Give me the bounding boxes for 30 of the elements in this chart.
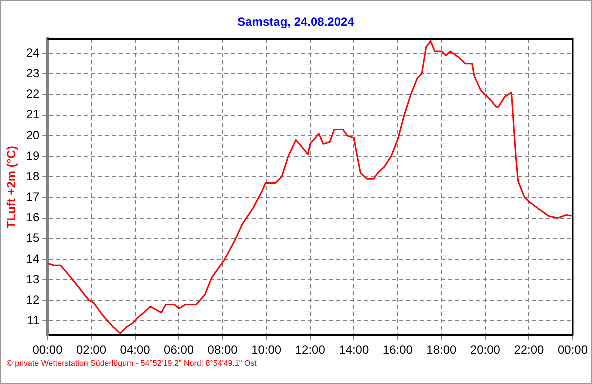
x-tick-label: 16:00 — [382, 343, 414, 358]
y-tick-label: 11 — [27, 314, 40, 328]
y-tick-label: 24 — [26, 46, 40, 60]
x-tick-label: 00:00 — [32, 343, 64, 358]
x-tick-label: 08:00 — [208, 343, 238, 358]
y-tick-label: 15 — [26, 231, 40, 246]
x-tick-label: 04:00 — [120, 343, 151, 358]
x-tick-label: 22:00 — [514, 343, 545, 358]
text: © private Wetterstation Süderlügum - 54°52'19.2" Nord; 8°54'49.1" Ost — [7, 359, 257, 368]
y-tick-label: 22 — [26, 87, 40, 102]
y-tick-label: 21 — [26, 108, 40, 122]
y-tick-label: 13 — [26, 272, 40, 286]
y-tick-label: 14 — [26, 252, 40, 266]
y-axis-title: TLuft +2m (°C) — [4, 146, 19, 229]
x-tick-label: 10:00 — [252, 343, 282, 358]
y-tick-label: 19 — [26, 148, 40, 163]
x-tick-label: 00:00 — [558, 343, 588, 358]
y-tick-label: 12 — [26, 292, 40, 307]
chart-title: Samstag, 24.08.2024 — [236, 15, 356, 29]
x-tick-label: 18:00 — [426, 343, 458, 358]
y-tick-label: 20 — [26, 128, 40, 142]
x-tick-label: 20:00 — [470, 343, 501, 358]
x-tick-label: 02:00 — [76, 343, 107, 358]
y-tick-label: 17 — [26, 190, 40, 204]
y-tick-label: 18 — [26, 169, 40, 184]
x-tick-label: 06:00 — [164, 343, 194, 358]
x-tick-label: 12:00 — [295, 343, 326, 358]
y-tick-label: 16 — [26, 210, 40, 225]
y-tick-label: 23 — [26, 66, 40, 81]
x-tick-label: 14:00 — [339, 343, 370, 358]
